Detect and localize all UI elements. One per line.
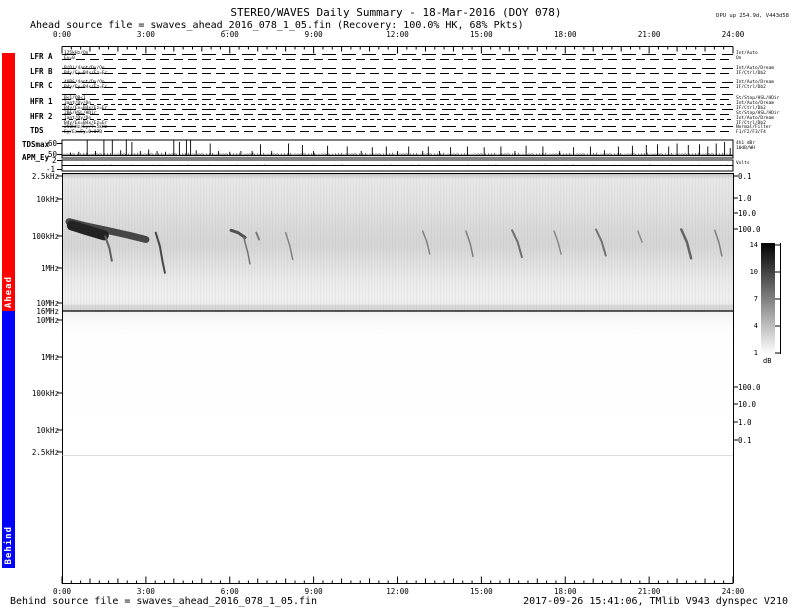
time-tick-label-bottom: 18:00 [553,587,577,596]
strip-left-note: 125kHz/On Ey=0 [64,51,89,61]
colorbar-tick-label: 14 [749,241,758,249]
generation-timestamp-text: 2017-09-26 15:41:06, TMlib V943 dynspec … [523,596,788,607]
time-tick-label-bottom: 12:00 [386,587,409,596]
strip-row-label: HFR 2 [30,112,53,121]
time-tick-label-top: 9:00 [304,30,323,39]
strip-right-note: Int/Auto/Dream IF/Ctrl/Db2 [736,66,774,76]
right-axis-label-ahead: 1.0 [738,194,752,203]
freq-tick-label-boundary: 16MHz [36,307,59,316]
right-axis-label-behind: 0.1 [738,436,752,445]
strip-left-note: 40B&/4ant/Dy/On B4y/Ey=B4x/Ez=Er [64,80,108,90]
time-tick-label-bottom: 9:00 [304,587,323,596]
apm-right-note: Volts [736,161,750,166]
right-axis-label-behind: 100.0 [738,383,761,392]
strip-right-note: St/Stop/HSL/HDir Int/Auto/Dream IF/Ctrl/Db… [736,96,780,111]
strip-left-note: B(D)/4ant/Dy/On B4y/Ey=B4x/Ez=Er [64,66,108,76]
colorbar-tick-label: 10 [749,268,758,276]
strip-left-note: B<1/OB<1 3ant/Dy/On B4y/Ex=B4x/Ez=Er [64,96,108,111]
right-axis-label-behind: 10.0 [738,400,757,409]
right-axis-label-ahead: 0.1 [738,172,752,181]
apm-tick-label: -1 [46,165,56,174]
strip-row-label: HFR 1 [30,97,53,106]
dpu-uptime-note: DPU up 254.9d, V443d58 [716,13,789,19]
strip-row-label: TDS [30,126,44,135]
ahead-section-bar: Ahead [2,53,15,311]
freq-tick-label-ahead: 10MHz [36,299,59,308]
freq-tick-label-ahead: 2.5kHz [31,172,59,181]
freq-tick-label-ahead: 1MHz [40,264,59,273]
freq-tick-label-ahead: 100kHz [31,232,59,241]
freq-tick-label-ahead: 10kHz [36,195,59,204]
behind-spectrogram-panel [62,311,733,455]
time-tick-label-bottom: 21:00 [637,587,661,596]
time-tick-label-top: 21:00 [637,30,661,39]
intensity-colorbar [761,243,775,354]
freq-tick-label-behind: 10kHz [36,426,59,435]
tdsmax-tick-label: 50 [48,150,58,159]
freq-tick-label-behind: 100kHz [31,389,59,398]
strip-left-note: 250kHz/Ey/7.5kHz Ey/Ex=Ey=0.07B [64,125,108,135]
time-tick-label-top: 18:00 [553,30,577,39]
strip-right-note: Int/Auto On [736,51,758,61]
freq-tick-label-behind: 2.5kHz [31,448,59,457]
time-tick-label-bottom: 24:00 [721,587,745,596]
strip-left-note: 2B&/HSL/HDir 1ant/Dy/On B4y/Ex=B4x/Ez=Er [64,111,108,126]
strip-right-note: Normal/Filter F1/F2/F3/F4 [736,125,772,135]
tdsmax-right-note: 4h1 dBr 10dB/WH [736,141,755,151]
right-axis-label-behind: 1.0 [738,418,752,427]
time-tick-label-top: 3:00 [136,30,155,39]
strip-row-label: LFR A [30,52,53,61]
colorbar-tick-label: 7 [753,295,758,303]
colorbar-tick-label: 1 [753,349,758,357]
apm-row-label: APM_Ey [22,153,50,162]
time-tick-label-top: 24:00 [721,30,745,39]
time-tick-label-top: 15:00 [470,30,493,39]
ahead-source-file-text: Ahead source file = swaves_ahead_2016_07… [30,20,524,31]
strip-right-note: Int/Auto/Dream IF/Ctrl/Db2 [736,80,774,90]
strip-row-label: LFR C [30,81,53,90]
freq-tick-label-behind: 10MHz [36,316,59,325]
tdsmax-tick-label: 60 [48,139,58,148]
colorbar-unit-label: dB [763,357,772,365]
page-title: STEREO/WAVES Daily Summary - 18-Mar-2016… [230,6,562,19]
strip-right-note: St/Stop/HSL/HDir Int/Auto/Dream IF/Ctrl/Db… [736,111,780,126]
time-tick-label-top: 0:00 [52,30,72,39]
tdsmax-row-label: TDSmax [22,140,50,149]
ahead-spectrogram-panel [62,173,733,311]
behind-source-file-text: Behind source file = swaves_ahead_2016_0… [10,596,318,607]
time-tick-label-top: 6:00 [220,30,239,39]
time-tick-label-bottom: 15:00 [470,587,493,596]
time-tick-label-top: 12:00 [386,30,409,39]
freq-tick-label-behind: 1MHz [40,353,59,362]
right-axis-label-ahead: 10.0 [738,209,757,218]
strip-row-label: LFR B [30,67,53,76]
colorbar-tick-label: 4 [753,322,758,330]
time-tick-label-bottom: 0:00 [52,587,72,596]
time-tick-label-bottom: 6:00 [220,587,239,596]
apm-tick-label: 2 [52,156,57,165]
behind-section-bar: Behind [2,311,15,568]
time-tick-label-bottom: 3:00 [136,587,155,596]
right-axis-label-ahead: 100.0 [738,225,761,234]
